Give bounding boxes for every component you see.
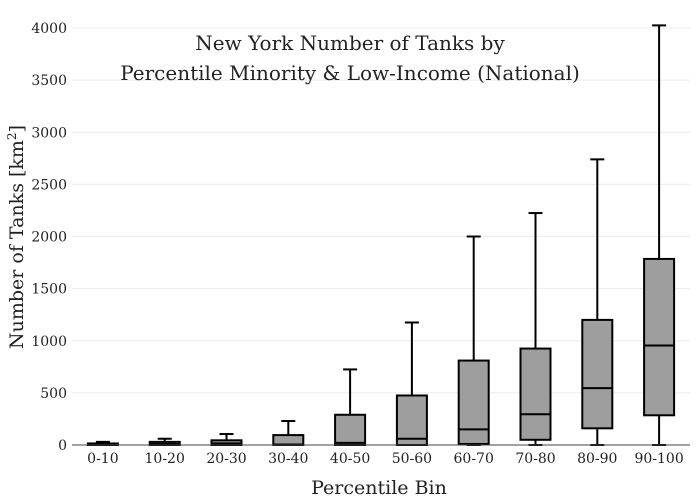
y-tick-label: 4000	[31, 21, 67, 37]
box-40-50	[334, 368, 367, 446]
x-tick-label: 10-20	[145, 451, 185, 467]
y-tick-label: 3500	[31, 73, 67, 89]
y-tick-label: 3000	[31, 125, 67, 141]
iqr-box	[519, 347, 552, 441]
y-tick-label: 1500	[31, 282, 67, 298]
box-70-80	[519, 212, 552, 446]
y-axis-title: Number of Tanks [km2]	[5, 125, 28, 349]
y-axis-ticks: 0 500 1000 1500 2000 2500 3000 3500 4000	[31, 21, 67, 454]
y-tick-label: 500	[40, 386, 67, 402]
x-tick-label: 90-100	[634, 451, 683, 467]
y-tick-label: 2500	[31, 177, 67, 193]
chart-title-line-1: New York Number of Tanks by	[195, 31, 505, 55]
x-axis-ticks: 0-10 10-20 20-30 30-40 40-50 50-60 60-70 70-80 8…	[87, 451, 684, 467]
iqr-box	[334, 413, 367, 446]
y-axis-title-main: Number of Tanks [km	[6, 140, 28, 349]
box-10-20	[148, 437, 181, 446]
box-50-60	[395, 321, 428, 447]
iqr-box	[581, 318, 614, 430]
x-tick-label: 80-90	[577, 451, 617, 467]
y-axis-title-end: ]	[6, 125, 28, 132]
iqr-box	[643, 257, 676, 417]
y-axis-title-superscript: 2	[5, 132, 19, 140]
y-tick-label: 0	[58, 438, 67, 454]
x-tick-label: 60-70	[454, 451, 494, 467]
iqr-box	[457, 359, 490, 445]
x-tick-label: 20-30	[206, 451, 246, 467]
x-tick-label: 50-60	[392, 451, 432, 467]
x-tick-label: 30-40	[268, 451, 308, 467]
box-90-100	[643, 24, 676, 446]
grid-lines	[72, 27, 690, 394]
y-tick-label: 1000	[31, 334, 67, 350]
box-30-40	[272, 420, 305, 447]
box-series	[86, 24, 676, 447]
y-tick-label: 2000	[31, 230, 67, 246]
x-tick-label: 0-10	[87, 451, 118, 467]
x-tick-label: 40-50	[330, 451, 370, 467]
x-axis-title: Percentile Bin	[311, 477, 447, 499]
x-tick-label: 70-80	[515, 451, 555, 467]
box-20-30	[210, 433, 243, 446]
iqr-box	[395, 394, 428, 447]
box-80-90	[581, 158, 614, 446]
chart-title-line-2: Percentile Minority & Low-Income (Nation…	[120, 61, 580, 85]
